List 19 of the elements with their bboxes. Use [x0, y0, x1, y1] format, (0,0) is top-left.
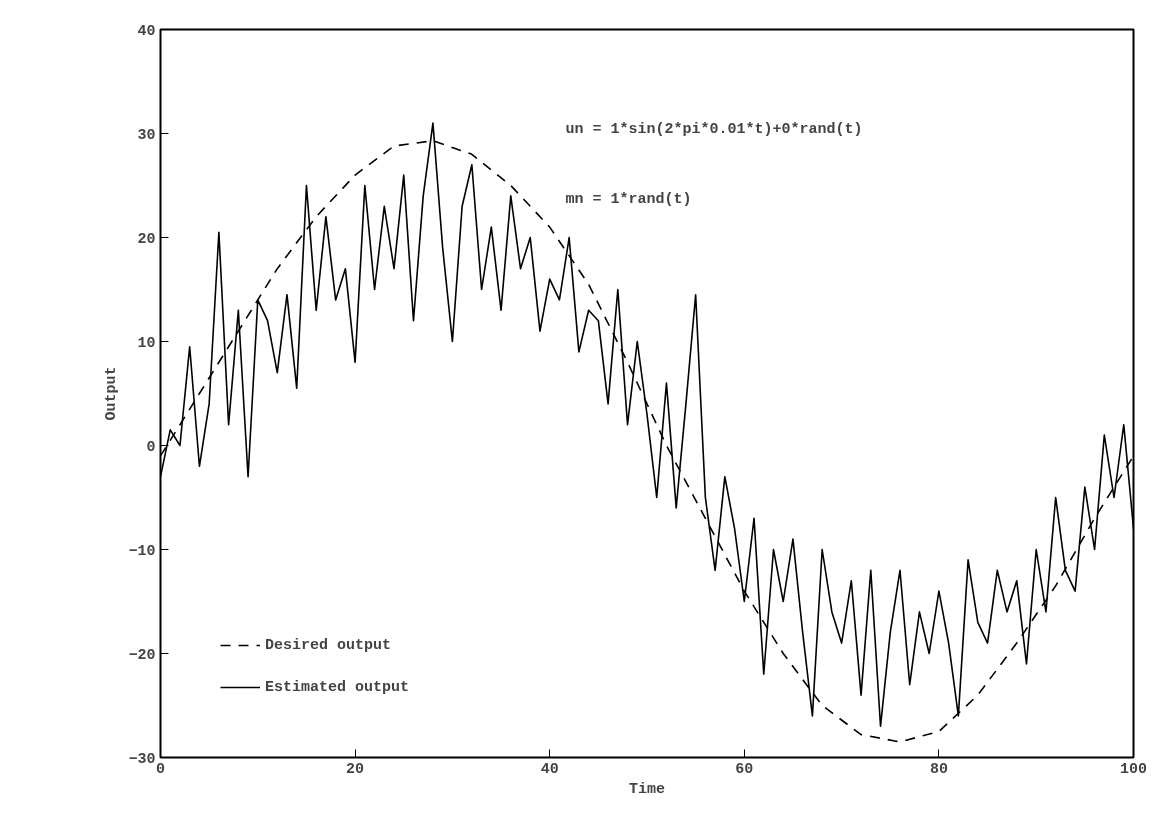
y-axis-title: Output	[103, 366, 121, 421]
x-tick-label: 40	[540, 760, 559, 778]
y-tick-label: 20	[137, 230, 156, 248]
y-tick-label: 10	[137, 334, 156, 352]
annotation: un = 1*sin(2*pi*0.01*t)+0*rand(t)	[565, 120, 863, 138]
y-tick-label: 40	[137, 22, 156, 40]
y-tick-label: −30	[128, 750, 156, 768]
legend-label: Desired output	[265, 636, 392, 654]
annotation: mn = 1*rand(t)	[565, 190, 692, 208]
y-tick-label: 30	[137, 126, 156, 144]
x-tick-label: 80	[929, 760, 948, 778]
x-tick-label: 20	[346, 760, 365, 778]
legend-label: Estimated output	[265, 678, 410, 696]
y-tick-label: 0	[146, 438, 156, 456]
x-tick-label: 60	[735, 760, 754, 778]
y-tick-label: −20	[128, 646, 156, 664]
y-tick-label: −10	[128, 542, 156, 560]
x-axis-title: Time	[629, 780, 666, 798]
x-tick-label: 100	[1120, 760, 1148, 778]
